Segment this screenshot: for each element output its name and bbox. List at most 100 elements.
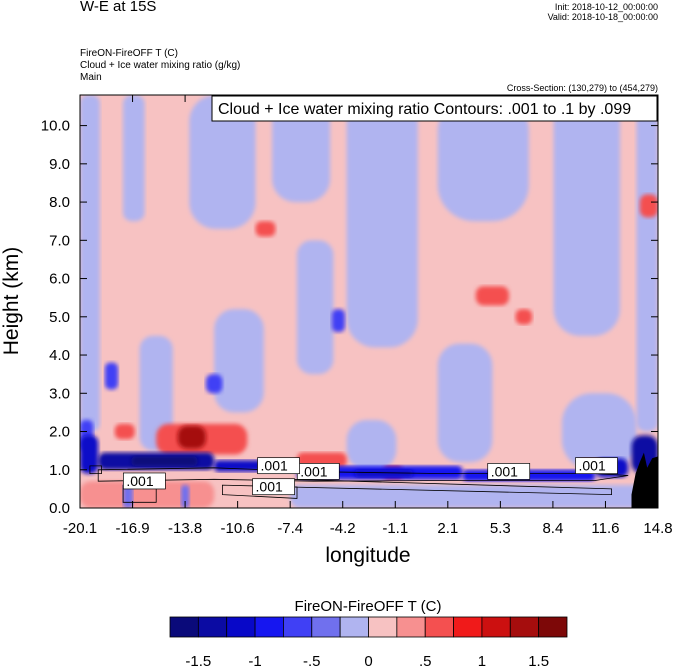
contour-label-text: .001 [256, 479, 283, 495]
field-region [139, 335, 173, 451]
colorbar-swatch [311, 616, 341, 638]
contour-label: .001 [123, 472, 166, 490]
field-region [354, 469, 413, 478]
x-tick-label: 14.8 [643, 520, 672, 537]
field-region [437, 95, 529, 222]
y-tick-label: 0.0 [49, 500, 70, 517]
field-region [639, 194, 658, 218]
field-region [80, 435, 99, 474]
contour-label-box [257, 457, 300, 475]
contour-label-text: .001 [579, 458, 606, 474]
contour-label: .001 [296, 463, 340, 480]
x-axis: -20.1 -16.9 -13.8 -10.6 -7.4 -4.2 -1.1 2.1 5.3 8.… [63, 95, 673, 537]
contour-info-box: Cloud + Ice water mixing ratio Contours:… [211, 95, 658, 122]
field-region [123, 95, 145, 222]
colorbar-label: -1 [248, 653, 261, 667]
valid-time: Valid: 2018-10-18_00:00:00 [547, 12, 658, 22]
colorbar-label: -1.5 [185, 653, 211, 667]
colorbar-label: -.5 [303, 653, 321, 667]
contour-label-text: .001 [300, 463, 327, 479]
cloud-contour-line [89, 465, 102, 474]
field-region [331, 309, 345, 333]
y-tick-label: 5.0 [49, 309, 70, 326]
field-region [296, 240, 334, 375]
plot-frame [79, 94, 659, 509]
field-region [114, 423, 135, 440]
y-tick-label: 2.0 [49, 424, 70, 441]
x-axis-title: longitude [325, 544, 410, 567]
field-region [189, 95, 256, 229]
x-tick-label: 8.4 [542, 520, 563, 537]
colorbar-swatch [197, 616, 228, 638]
terrain-shape [631, 452, 658, 508]
x-tick-label: 11.6 [591, 520, 619, 537]
field-region [515, 309, 533, 325]
contour-label-text: .001 [126, 473, 153, 489]
plot-title: W-E at 15S [80, 0, 157, 15]
field-region [80, 481, 215, 508]
colorbar: -1.5 -1 -.5 0 .5 1 1.5 [169, 616, 568, 667]
init-time: Init: 2018-10-12_00:00:00 [554, 2, 658, 12]
y-tick-label: 10.0 [41, 118, 70, 135]
contour-label-box [487, 463, 531, 480]
field-region [123, 483, 133, 508]
field-region [80, 95, 100, 432]
field-region [437, 343, 493, 463]
terrain [631, 452, 658, 508]
field-region [561, 393, 637, 470]
colorbar-swatch [254, 616, 284, 638]
field-region [636, 95, 658, 432]
x-tick-label: 2.1 [437, 520, 458, 537]
colorbar-swatch [481, 616, 511, 638]
contour-label: .001 [257, 457, 300, 475]
x-tick-label: -20.1 [63, 520, 97, 537]
x-tick-label: -13.8 [168, 520, 202, 537]
field-region [205, 374, 223, 394]
cross-section-label: Cross-Section: (130,279) to (454,279) [506, 83, 658, 93]
field-region [177, 425, 206, 449]
field-region [290, 485, 658, 508]
field-region [346, 420, 397, 470]
field-region [475, 286, 509, 306]
y-tick-label: 4.0 [49, 347, 70, 364]
x-tick-label: -1.1 [382, 520, 408, 537]
colorbar-swatch [226, 616, 256, 638]
colorbar-title: FireON-FireOFF T (C) [295, 598, 442, 615]
colorbar-swatch [424, 616, 454, 638]
y-tick-label: 1.0 [49, 462, 70, 479]
field-label-main: Main [80, 72, 102, 83]
field-region [181, 485, 190, 508]
colorbar-swatch [169, 616, 199, 638]
contour-label-box [252, 478, 295, 496]
x-tick-label: 5.3 [490, 520, 511, 537]
x-tick-label: -4.2 [330, 520, 356, 537]
field-label-mixing-ratio: Cloud + Ice water mixing ratio (g/kg) [80, 60, 241, 71]
field-region [131, 456, 198, 466]
y-axis-title: Height (km) [0, 247, 23, 356]
contour-label-box [575, 457, 618, 475]
field-region [553, 95, 620, 336]
colorbar-swatch [538, 616, 568, 638]
y-axis: 0.0 1.0 2.0 3.0 4.0 5.0 6.0 7.0 8.0 9.0 10.0 [41, 118, 658, 517]
y-tick-label: 3.0 [49, 385, 70, 402]
colorbar-label: .5 [419, 653, 432, 667]
colorbar-swatch [396, 616, 426, 638]
y-tick-label: 8.0 [49, 194, 70, 211]
x-tick-label: -7.4 [277, 520, 303, 537]
field-region [255, 221, 276, 237]
field-region [272, 95, 331, 203]
field-label-temperature: FireON-FireOFF T (C) [80, 48, 178, 59]
cloud-contour-line [97, 467, 629, 482]
colorbar-swatch [283, 616, 313, 638]
contour-label: .001 [575, 457, 618, 475]
contour-info-text: Cloud + Ice water mixing ratio Contours:… [218, 101, 631, 118]
field-region [346, 95, 418, 348]
contour-label: .001 [252, 478, 295, 496]
y-tick-label: 7.0 [49, 232, 70, 249]
y-tick-label: 9.0 [49, 156, 70, 173]
contour-label-box [123, 472, 166, 490]
contour-label-text: .001 [261, 458, 288, 474]
colorbar-swatch [453, 616, 483, 638]
colorbar-swatch [368, 616, 398, 638]
